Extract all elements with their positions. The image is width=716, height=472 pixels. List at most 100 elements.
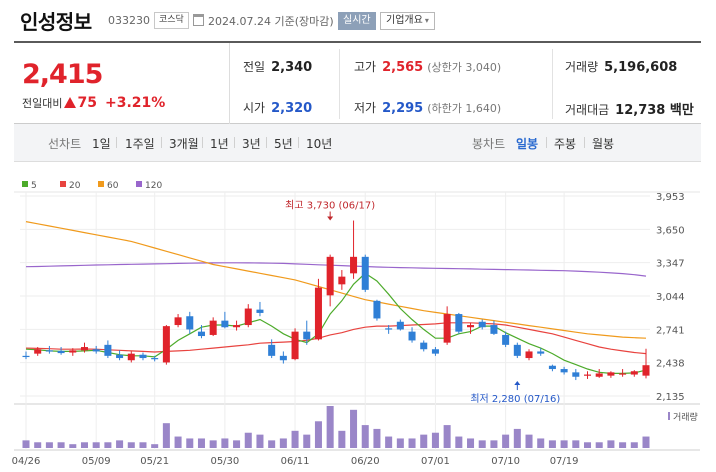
realtime-button[interactable]: 실시간	[338, 12, 376, 30]
legend-label: 120	[145, 181, 162, 191]
candle-chart-label: 봉차트	[472, 137, 506, 151]
tab-1d[interactable]: 1일	[92, 137, 111, 151]
candle-body	[373, 300, 381, 319]
stat-label: 시가	[243, 101, 266, 115]
candle-body	[431, 349, 439, 354]
as-of-date: 2024.07.24 기준(장마감)	[208, 15, 334, 28]
volume-bar	[244, 432, 252, 448]
price-panel: 2,415 전일대비 75 +3.21% 전일 2,340 시가 2,320 고가 2,5…	[14, 41, 701, 124]
x-tick-label: 06/11	[281, 456, 310, 467]
candle-body	[572, 372, 580, 377]
volume-bar	[45, 442, 53, 448]
stock-name: 인성정보	[20, 10, 92, 34]
calendar-icon	[193, 14, 204, 26]
volume-bar	[467, 438, 475, 448]
candle-body	[619, 373, 627, 375]
volume-bar	[326, 406, 334, 448]
volume-bar	[537, 438, 545, 448]
candle-body	[139, 354, 147, 359]
candle-body	[338, 276, 346, 285]
candle-body	[80, 347, 88, 351]
tab-separator	[298, 137, 299, 148]
ma20-line	[25, 322, 647, 355]
tab-weekly[interactable]: 주봉	[554, 137, 577, 151]
candle-body	[443, 314, 451, 343]
candle-body	[326, 256, 334, 296]
chart-tabs: 선차트 1일 1주일 3개월 1년 3년 5년 10년 봉차트 일봉 주봉 월봉	[14, 124, 701, 162]
volume-bar	[630, 442, 638, 448]
volume-bar	[268, 440, 276, 448]
candle-body	[303, 331, 311, 340]
candle-body	[244, 308, 252, 326]
legend-label: 20	[69, 181, 81, 191]
stat-value: 2,295	[382, 101, 424, 116]
tab-separator	[234, 137, 235, 148]
company-info-button[interactable]: 기업개요 ▾	[380, 12, 435, 30]
current-price-box: 2,415 전일대비 75 +3.21%	[14, 43, 230, 124]
x-tick-label: 07/19	[550, 456, 579, 467]
change-label: 전일대비	[22, 97, 63, 110]
volume-bar	[80, 442, 88, 448]
volume-bar	[455, 436, 463, 448]
candle-body	[209, 320, 217, 335]
high-arrow-head	[327, 216, 334, 221]
tab-monthly[interactable]: 월봉	[592, 137, 615, 151]
candle-body	[420, 342, 428, 350]
volume-bar	[209, 440, 217, 448]
candle-body	[595, 373, 603, 377]
tab-separator	[116, 137, 117, 148]
stat-label: 저가	[354, 101, 377, 115]
tab-10y[interactable]: 10년	[306, 137, 333, 151]
volume-legend-swatch	[668, 412, 670, 420]
y-tick-label: 2,135	[656, 392, 685, 403]
tab-1w[interactable]: 1주일	[125, 137, 155, 151]
volume-bar	[338, 430, 346, 448]
candle-body	[104, 344, 112, 356]
stat-value: 5,196,608	[604, 60, 678, 75]
stat-note: (하한가 1,640)	[427, 102, 502, 115]
volume-bar	[619, 442, 627, 448]
tab-daily[interactable]: 일봉	[516, 137, 539, 151]
volume-bar	[22, 440, 30, 448]
y-tick-label: 3,953	[656, 192, 685, 203]
candle-body	[162, 326, 170, 363]
candle-body	[490, 325, 498, 334]
x-tick-label: 05/09	[82, 456, 111, 467]
stat-label: 거래대금	[565, 103, 610, 117]
y-tick-label: 2,741	[656, 325, 685, 336]
candle-body	[642, 365, 650, 376]
candle-body	[151, 358, 159, 360]
volume-bar	[373, 428, 381, 448]
candle-body	[174, 317, 182, 326]
volume-bar	[490, 440, 498, 448]
stat-open: 시가 2,320	[243, 99, 312, 116]
tab-1y[interactable]: 1년	[210, 137, 229, 151]
stat-label: 전일	[243, 60, 266, 74]
tab-3y[interactable]: 3년	[242, 137, 261, 151]
candle-body	[314, 287, 322, 340]
volume-bar	[92, 442, 100, 448]
tab-5y[interactable]: 5년	[274, 137, 293, 151]
volume-bar	[584, 442, 592, 448]
divider	[552, 49, 553, 119]
volume-bar	[256, 434, 264, 448]
stat-value: 2,320	[271, 101, 313, 116]
candle-body	[22, 355, 30, 358]
volume-bar	[291, 430, 299, 448]
divider	[339, 49, 340, 119]
candlestick-chart[interactable]: 5 20 60 120 3,953 3,650 3,347 3,044 2,741 2,438 2,…	[0, 170, 716, 472]
legend-swatch	[60, 181, 66, 187]
stock-chart[interactable]: 5 20 60 120 3,953 3,650 3,347 3,044 2,741 2,438 2,…	[0, 170, 716, 472]
candle-body	[197, 331, 205, 337]
y-tick-label: 3,650	[656, 225, 685, 236]
stat-low: 저가 2,295 (하한가 1,640)	[354, 99, 501, 116]
volume-bar	[174, 436, 182, 448]
volume-bar	[396, 438, 404, 448]
candle-body	[584, 374, 592, 376]
stat-high: 고가 2,565 (상한가 3,040)	[354, 58, 501, 75]
candle-body	[69, 350, 77, 353]
tab-3m[interactable]: 3개월	[169, 137, 199, 151]
volume-bar	[595, 442, 603, 448]
volume-bar	[314, 421, 322, 448]
stat-note: (상한가 3,040)	[427, 61, 502, 74]
